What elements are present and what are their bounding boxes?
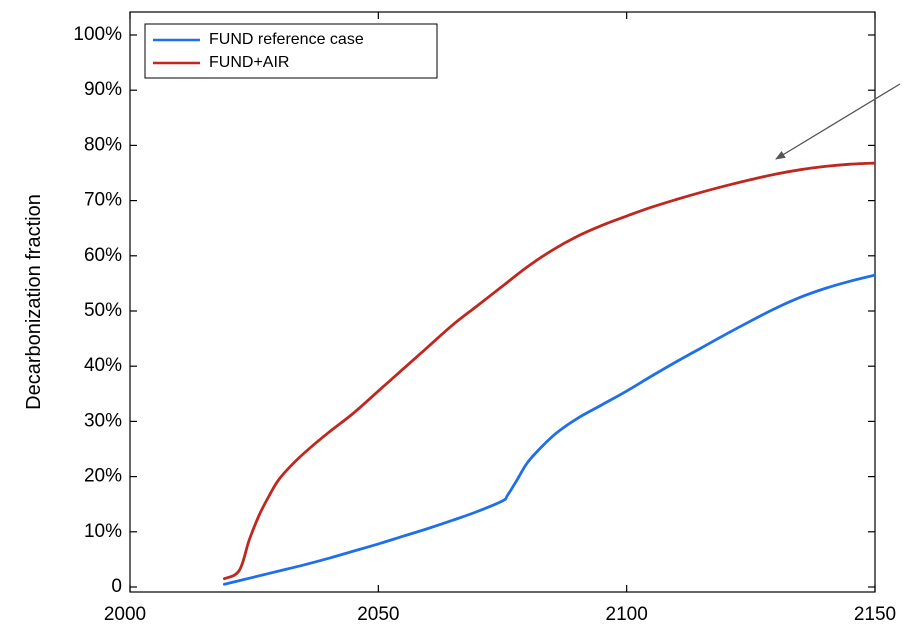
y-tick-label: 50% [84, 300, 122, 321]
y-tick-label: 100% [73, 24, 122, 45]
annotation-arrow [775, 83, 901, 160]
y-tick-label: 90% [84, 79, 122, 100]
y-tick-label: 40% [84, 355, 122, 376]
legend-label-fund-reference: FUND reference case [209, 31, 364, 48]
series-line-fund-air [222, 161, 875, 581]
series-layer [222, 161, 875, 586]
x-tick-label: 2050 [357, 604, 399, 625]
y-tick-label: 60% [84, 245, 122, 266]
y-axis: 0 10% 20% 30% 40% 50% 60% 70% 80% 90% 100% [73, 24, 875, 597]
x-tick-label: 2000 [104, 604, 146, 625]
y-tick-label: 70% [84, 190, 122, 211]
y-tick-label: 80% [84, 134, 122, 155]
legend-box [144, 23, 438, 79]
x-tick-label: 2150 [854, 604, 896, 625]
x-tick-label: 2100 [606, 604, 648, 625]
y-tick-label: 0 [111, 576, 122, 597]
y-tick-label: 30% [84, 410, 122, 431]
y-tick-label: 20% [84, 466, 122, 487]
plot-area [129, 11, 876, 593]
legend: FUND reference case FUND+AIR [144, 23, 438, 79]
series-line-fund-reference-case [222, 273, 875, 586]
y-axis-title: Decarbonization fraction [23, 194, 45, 410]
legend-label-fund-air: FUND+AIR [209, 54, 289, 71]
x-axis: 2000 2050 2100 2150 [104, 12, 896, 625]
y-tick-label: 10% [84, 521, 122, 542]
